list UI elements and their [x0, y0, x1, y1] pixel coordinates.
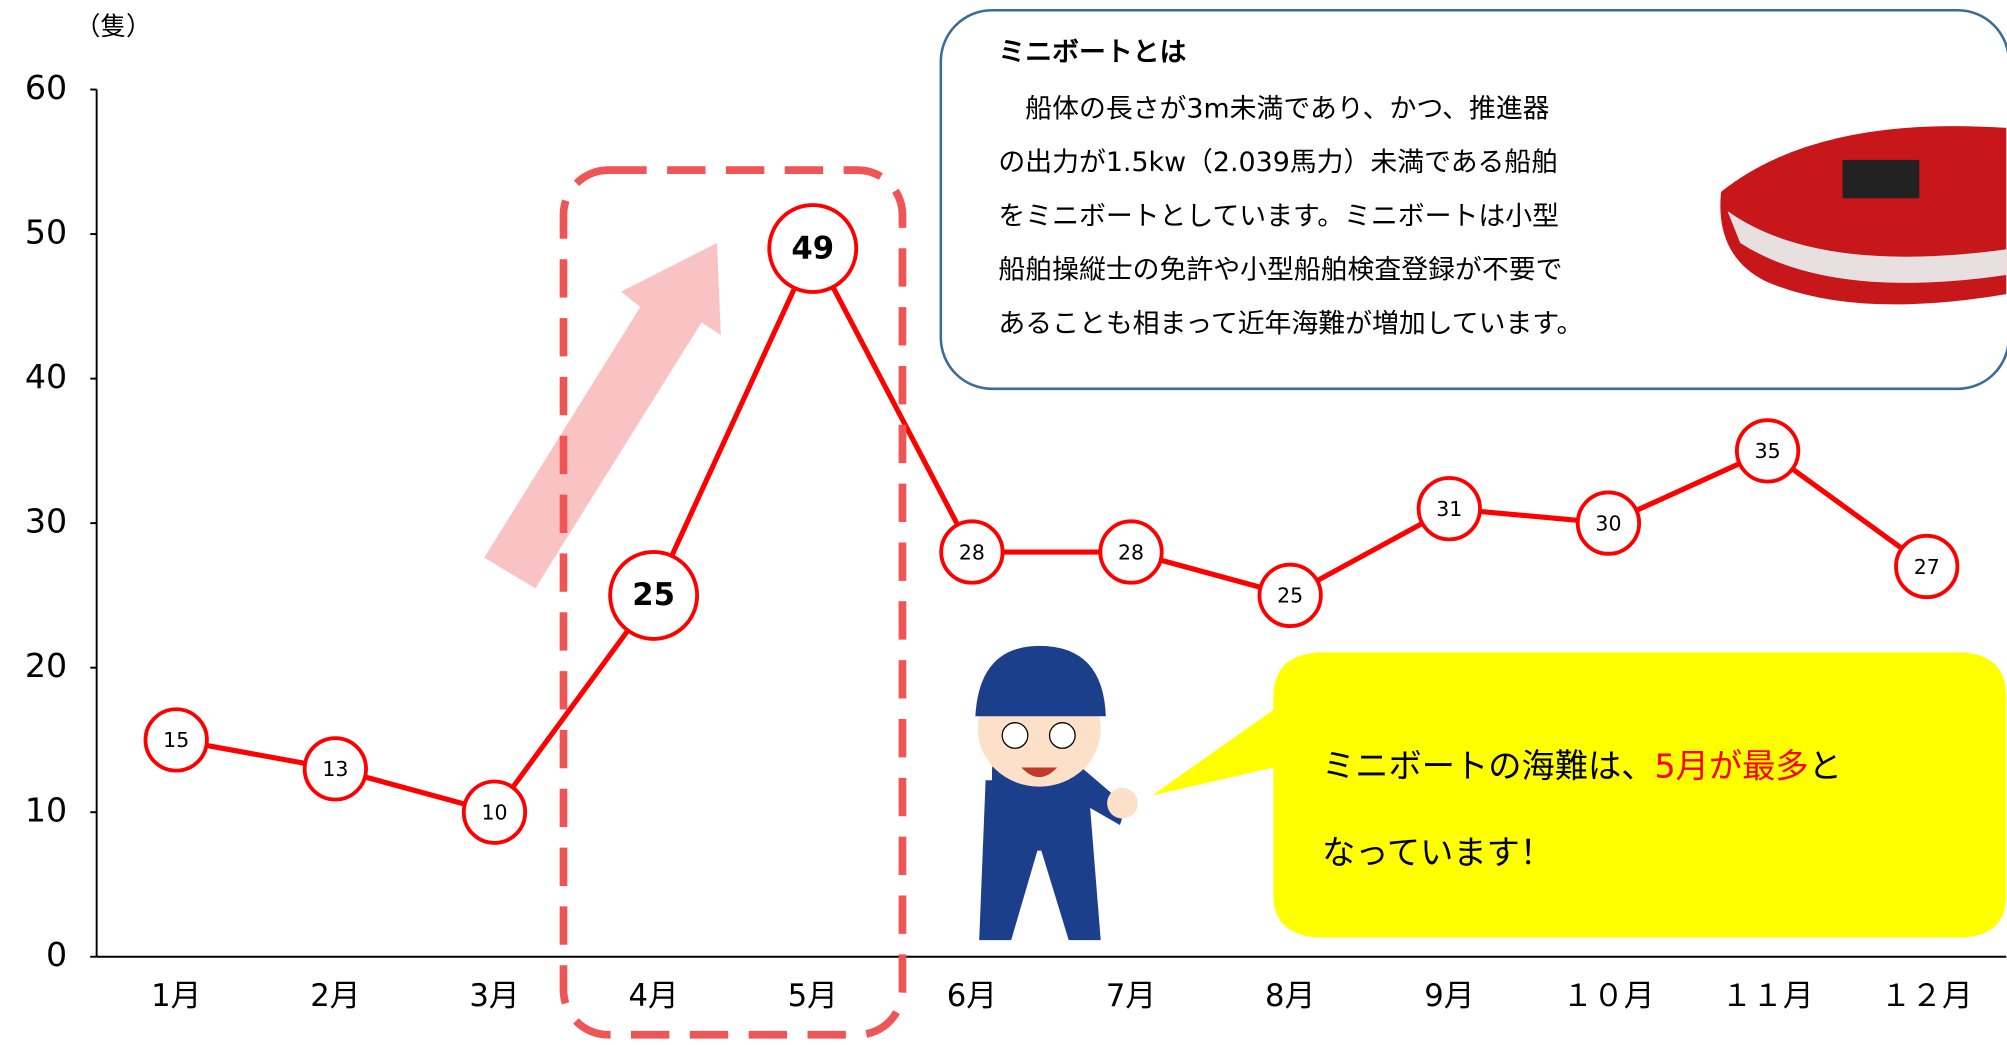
data-label: 35	[1755, 439, 1781, 463]
y-tick-label: 60	[25, 68, 67, 107]
callout-line2: なっています！	[1322, 833, 1553, 872]
data-label: 28	[959, 540, 985, 564]
x-tick-label: 8月	[1265, 979, 1315, 1014]
data-label: 15	[163, 728, 189, 752]
x-tick-label: 5月	[788, 979, 838, 1014]
data-label: 31	[1436, 497, 1462, 521]
x-tick-label: 3月	[469, 979, 519, 1014]
info-line: 船舶操縦士の免許や小型船舶検査登録が不要で	[998, 255, 1562, 286]
callout: ミニボートの海難は、5月が最多と なっています！	[1152, 652, 2006, 937]
callout-text: と	[1809, 746, 1842, 785]
x-tick-label: 7月	[1106, 979, 1156, 1014]
x-tick-label: 1月	[151, 979, 201, 1014]
info-line: 船体の長さが3m未満であり、かつ、推進器	[998, 94, 1549, 125]
y-tick-label: 30	[25, 502, 67, 541]
callout-highlight: 5月が最多	[1655, 746, 1809, 785]
x-tick-label: 9月	[1424, 979, 1474, 1014]
x-tick-label: 2月	[310, 979, 360, 1014]
callout-line1: ミニボートの海難は、5月が最多と	[1322, 746, 1842, 785]
info-line: あることも相まって近年海難が増加しています。	[998, 308, 1583, 339]
data-label: 49	[791, 231, 834, 266]
callout-bubble	[1152, 652, 2006, 937]
info-line: をミニボートとしています。ミニボートは小型	[998, 201, 1559, 232]
x-tick-label: 4月	[629, 979, 679, 1014]
y-tick-label: 40	[25, 357, 67, 396]
data-label: 25	[632, 578, 675, 613]
character	[975, 646, 1137, 940]
info-box: ミニボートとは 船体の長さが3m未満であり、かつ、推進器の出力が1.5kw（2.…	[941, 10, 2007, 389]
data-label: 25	[1277, 584, 1303, 608]
x-tick-label: 6月	[947, 979, 997, 1014]
callout-text: ミニボートの海難は、	[1322, 746, 1655, 785]
info-line: の出力が1.5kw（2.039馬力）未満である船舶	[998, 147, 1558, 178]
x-tick-label: １１月	[1722, 979, 1814, 1014]
y-tick-label: 10	[25, 791, 67, 830]
trend-arrow	[484, 243, 721, 588]
x-tick-label: １２月	[1881, 979, 1973, 1014]
y-axis-label: （隻）	[75, 12, 152, 42]
data-label: 10	[481, 800, 507, 824]
y-tick-label: 20	[25, 646, 67, 685]
chart: （隻） 0 10 20 30 40 50 60 1月 2月 3月 4月 5月 6月 7月 8月 9月 １０月 １１…	[0, 0, 2007, 1045]
data-label: 28	[1118, 540, 1144, 564]
y-tick-label: 0	[46, 935, 67, 974]
data-label: 13	[322, 757, 348, 781]
data-label: 30	[1595, 511, 1621, 535]
x-tick-label: １０月	[1562, 979, 1654, 1014]
info-title: ミニボートとは	[998, 37, 1186, 68]
y-tick-label: 50	[25, 213, 67, 252]
data-label: 27	[1914, 555, 1940, 579]
